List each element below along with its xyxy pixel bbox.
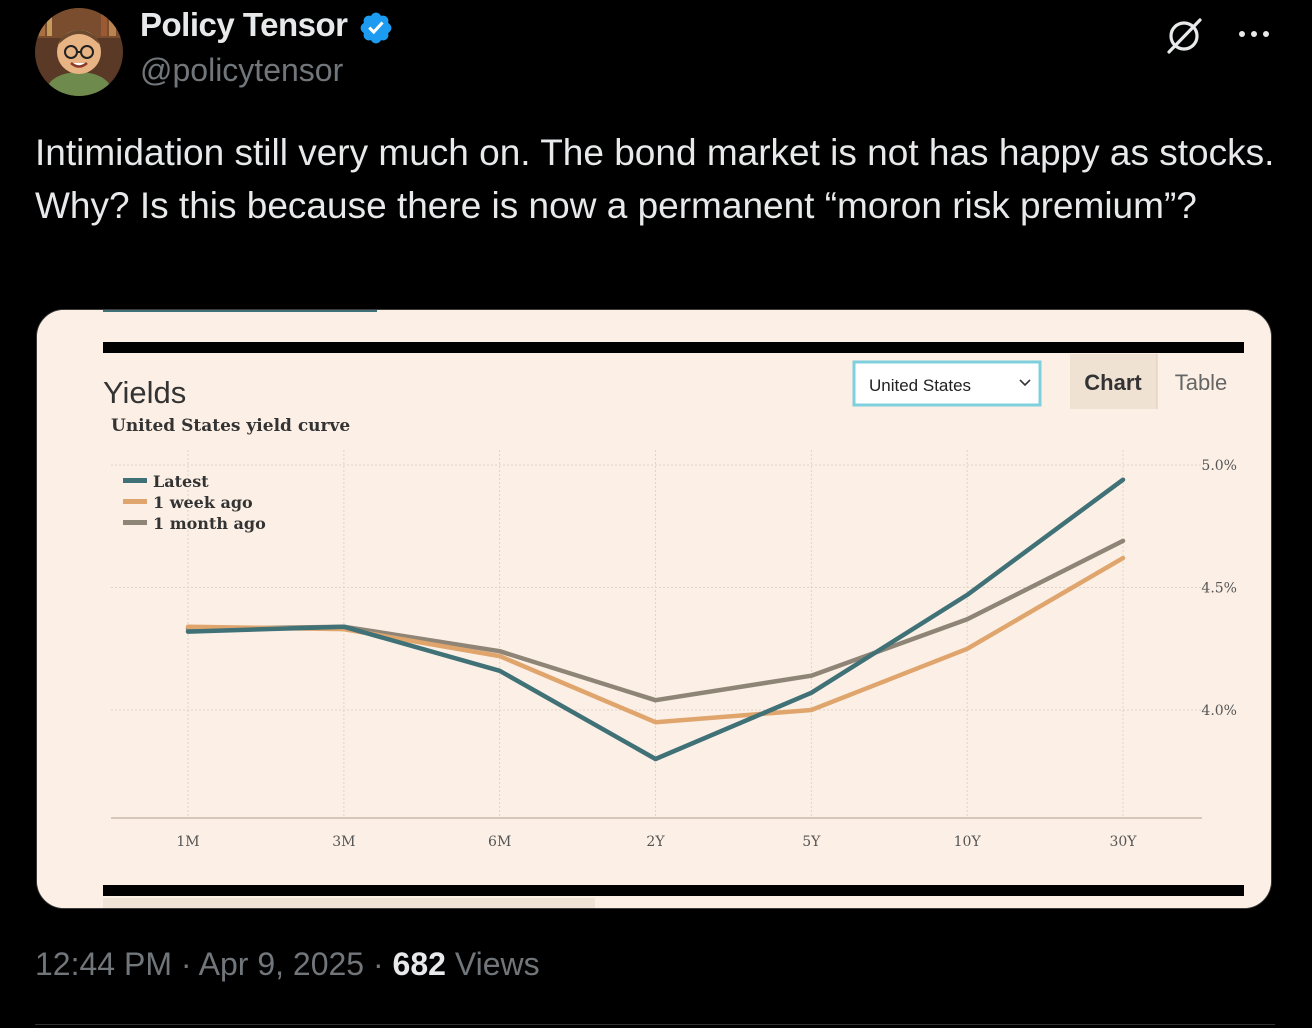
legend-label: 1 week ago — [153, 493, 253, 512]
divider — [35, 1024, 1275, 1025]
views-label: Views — [445, 946, 540, 982]
x-tick-label: 1M — [176, 834, 199, 850]
chevron-down-icon — [1019, 379, 1031, 387]
x-tick-label: 5Y — [802, 834, 821, 850]
chart-background — [37, 310, 1271, 908]
gridlines — [111, 450, 1202, 818]
avatar-image — [35, 8, 123, 96]
embed-title: Yields — [103, 375, 186, 410]
x-tick-label: 6M — [488, 834, 511, 850]
meta-separator: · — [364, 946, 393, 982]
x-tick-label: 3M — [332, 834, 355, 850]
verified-badge-icon — [360, 12, 392, 44]
series-line-1-week-ago — [185, 555, 1126, 725]
tweet-date[interactable]: Apr 9, 2025 — [198, 946, 365, 982]
tab-table-label: Table — [1175, 370, 1228, 395]
bottom-tab-strip — [103, 898, 595, 908]
series-line-latest — [185, 477, 1126, 762]
meta-separator: · — [171, 946, 199, 982]
legend-swatch — [123, 478, 147, 483]
chart-legend: Latest 1 week ago 1 month ago — [123, 472, 266, 533]
x-tick-label: 2Y — [646, 834, 665, 850]
author-handle[interactable]: @policytensor — [140, 52, 344, 88]
x-tick-labels: 1M 3M 6M 2Y 5Y 10Y 30Y — [176, 834, 1137, 850]
yield-chart: Yields United States yield curve United … — [37, 310, 1271, 908]
bottom-rule — [103, 885, 1244, 896]
y-tick-label: 4.0% — [1201, 703, 1237, 719]
tab-chart[interactable]: Chart — [1070, 354, 1157, 409]
tweet-meta: 12:44 PM · Apr 9, 2025 · 682 Views — [35, 946, 540, 983]
legend-swatch — [123, 499, 147, 504]
tab-table[interactable]: Table — [1175, 370, 1228, 395]
views-count: 682 — [392, 946, 446, 982]
series-lines — [185, 477, 1126, 762]
tweet-text: Intimidation still very much on. The bon… — [35, 132, 1275, 226]
legend-swatch — [123, 520, 147, 525]
tweet-media-image[interactable]: Yields United States yield curve United … — [36, 309, 1272, 909]
x-tick-label: 10Y — [954, 834, 982, 850]
country-select-value: United States — [869, 376, 971, 395]
legend-label: 1 month ago — [153, 514, 266, 533]
tab-chart-label: Chart — [1084, 370, 1142, 395]
top-rule — [103, 342, 1244, 353]
more-horizontal-icon[interactable] — [1234, 24, 1274, 44]
legend-label: Latest — [153, 472, 209, 491]
tweet-time[interactable]: 12:44 PM — [35, 946, 172, 982]
grok-icon[interactable] — [1162, 14, 1206, 58]
y-tick-labels: 5.0% 4.5% 4.0% — [1201, 458, 1237, 719]
y-tick-label: 5.0% — [1201, 458, 1237, 474]
avatar[interactable] — [35, 8, 123, 96]
author-name[interactable]: Policy Tensor — [140, 6, 348, 43]
x-tick-label: 30Y — [1109, 834, 1137, 850]
chart-subtitle: United States yield curve — [111, 416, 350, 436]
y-tick-label: 4.5% — [1201, 581, 1237, 597]
country-select[interactable]: United States — [852, 360, 1042, 407]
